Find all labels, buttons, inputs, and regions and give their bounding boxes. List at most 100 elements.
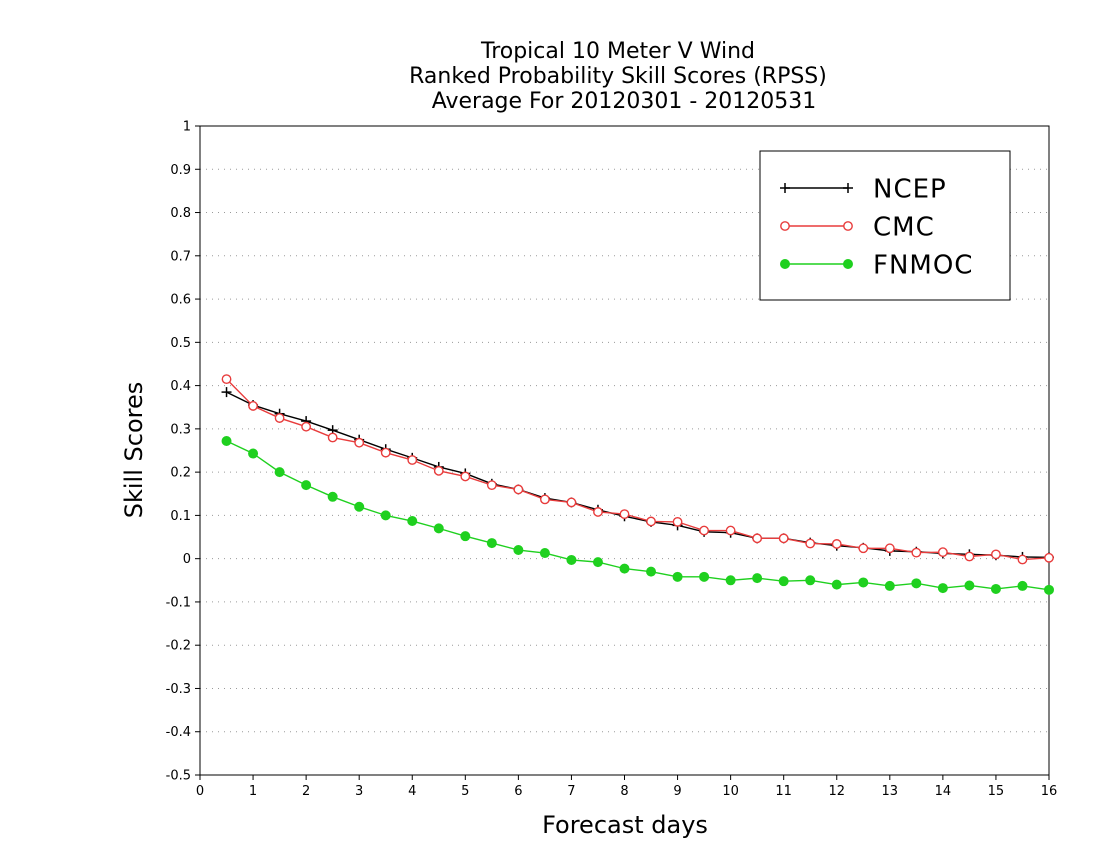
- data-series: [221, 374, 1054, 595]
- x-tick-label: 9: [673, 784, 681, 799]
- x-tick-label: 13: [882, 784, 899, 799]
- legend-entry-ncep: NCEP: [780, 175, 946, 205]
- data-point-cmc: [991, 549, 1001, 560]
- legend-entry-fnmoc: FNMOC: [780, 251, 973, 281]
- data-point-cmc: [619, 509, 630, 520]
- data-point-cmc: [248, 401, 258, 411]
- data-point-fnmoc: [725, 575, 736, 586]
- data-point-fnmoc: [327, 491, 338, 502]
- data-point-fnmoc: [248, 448, 259, 459]
- data-point-cmc: [566, 497, 577, 508]
- data-point-fnmoc: [486, 538, 497, 549]
- data-point-fnmoc: [858, 577, 869, 588]
- chart-title-line-1: Tropical 10 Meter V Wind: [480, 39, 755, 64]
- y-tick-label: 0.3: [170, 422, 191, 437]
- data-point-cmc: [911, 547, 922, 558]
- data-point-cmc: [513, 484, 524, 495]
- data-point-fnmoc: [566, 554, 577, 565]
- data-point-fnmoc: [301, 480, 312, 491]
- data-point-fnmoc: [1017, 580, 1028, 591]
- data-point-cmc: [831, 539, 842, 549]
- data-point-fnmoc: [990, 583, 1001, 594]
- data-point-fnmoc: [964, 580, 975, 591]
- x-tick-label: 2: [302, 784, 310, 799]
- data-point-fnmoc: [221, 435, 232, 446]
- x-tick-label: 15: [988, 784, 1005, 799]
- legend-marker-ncep: [780, 183, 790, 193]
- data-point-cmc: [725, 525, 736, 536]
- data-point-fnmoc: [646, 566, 657, 577]
- data-point-fnmoc: [380, 510, 391, 521]
- data-point-cmc: [1044, 552, 1054, 563]
- legend-marker-fnmoc: [843, 259, 853, 269]
- y-tick-label: 0.1: [170, 509, 191, 524]
- axes: 1 0.9 0.8 0.7 0.6 0.5 0.4 0.3 0.2 0.1 0 -0.1 -0.2 -0.…: [166, 120, 1058, 800]
- legend: NCEP CMC FNMOC: [759, 150, 1011, 301]
- legend-label-cmc: CMC: [873, 213, 935, 243]
- legend-entry-cmc: CMC: [780, 213, 935, 243]
- plot-frame: [199, 125, 1050, 776]
- series-cmc: [221, 374, 1054, 565]
- y-tick-label: 0.7: [170, 249, 191, 264]
- y-axis-label: Skill Scores: [120, 382, 148, 519]
- data-point-fnmoc: [778, 576, 789, 587]
- data-point-cmc: [327, 432, 338, 443]
- data-point-fnmoc: [407, 516, 418, 527]
- data-point-fnmoc: [592, 557, 603, 568]
- data-point-ncep: [221, 387, 232, 398]
- data-point-cmc: [407, 455, 418, 465]
- x-tick-label: 11: [775, 784, 792, 799]
- y-tick-label: 0.8: [170, 206, 191, 221]
- x-tick-label: 14: [935, 784, 952, 799]
- data-point-fnmoc: [672, 571, 683, 582]
- data-point-cmc: [540, 494, 550, 505]
- data-point-fnmoc: [513, 545, 524, 556]
- data-point-fnmoc: [460, 531, 471, 542]
- y-tick-label: 0.9: [170, 163, 191, 178]
- data-point-cmc: [752, 533, 763, 544]
- data-point-cmc: [805, 538, 816, 549]
- y-tick-label: 0.2: [170, 466, 191, 481]
- series-line-ncep: [226, 391, 1050, 559]
- y-tick-label: -0.5: [166, 769, 191, 784]
- series-line-cmc: [226, 378, 1050, 561]
- data-point-fnmoc: [1044, 584, 1054, 595]
- x-tick-label: 4: [408, 784, 416, 799]
- legend-marker-cmc: [780, 221, 790, 231]
- data-point-fnmoc: [539, 548, 550, 559]
- data-point-fnmoc: [274, 467, 285, 478]
- data-point-cmc: [221, 374, 232, 385]
- data-point-cmc: [593, 507, 603, 517]
- x-tick-label: 7: [567, 784, 575, 799]
- x-tick-label: 16: [1041, 784, 1058, 799]
- data-point-cmc: [460, 471, 471, 482]
- y-tick-label: -0.4: [166, 725, 191, 740]
- series-line-fnmoc: [226, 440, 1050, 591]
- legend-label-fnmoc: FNMOC: [873, 251, 973, 281]
- data-point-fnmoc: [619, 563, 630, 574]
- y-tick-label: 0.6: [170, 293, 191, 308]
- data-point-fnmoc: [805, 575, 816, 586]
- data-point-cmc: [937, 547, 948, 558]
- chart-title: Tropical 10 Meter V Wind Ranked Probabil…: [409, 39, 827, 114]
- legend-marker-ncep: [843, 183, 853, 193]
- data-point-fnmoc: [354, 501, 365, 512]
- y-tick-label: 0.4: [170, 379, 191, 394]
- data-point-cmc: [486, 480, 497, 491]
- data-point-fnmoc: [699, 571, 710, 582]
- y-tick-label: 0: [183, 552, 191, 567]
- x-tick-label: 10: [722, 784, 739, 799]
- x-tick-label: 3: [355, 784, 363, 799]
- data-point-cmc: [646, 516, 656, 527]
- x-tick-label: 12: [828, 784, 845, 799]
- chart-title-line-3: Average For 20120301 - 20120531: [432, 89, 817, 114]
- data-point-fnmoc: [884, 580, 895, 591]
- data-point-cmc: [699, 525, 709, 536]
- data-point-cmc: [354, 437, 365, 448]
- chart-title-line-2: Ranked Probability Skill Scores (RPSS): [409, 64, 827, 89]
- data-point-cmc: [858, 543, 869, 554]
- y-tick-label: -0.2: [166, 639, 191, 654]
- data-point-cmc: [778, 533, 789, 544]
- legend-marker-cmc: [843, 221, 853, 231]
